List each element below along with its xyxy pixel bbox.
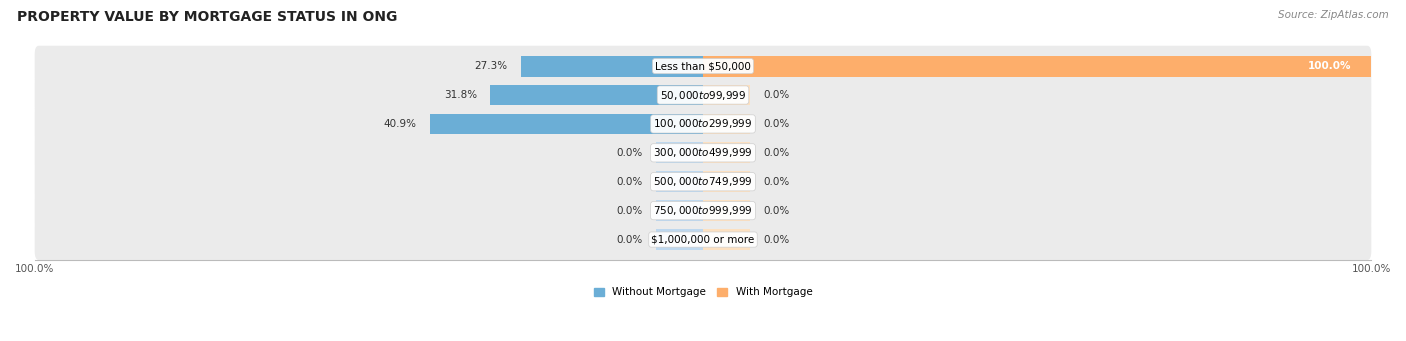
Bar (657, 171, 703, 192)
Text: 0.0%: 0.0% (617, 206, 643, 216)
FancyBboxPatch shape (35, 75, 1371, 115)
Text: 0.0%: 0.0% (617, 148, 643, 158)
Text: 27.3%: 27.3% (474, 61, 508, 71)
Text: $300,000 to $499,999: $300,000 to $499,999 (654, 146, 752, 159)
Text: 0.0%: 0.0% (763, 148, 789, 158)
Text: Less than $50,000: Less than $50,000 (655, 61, 751, 71)
Bar (520, 56, 703, 76)
Bar (703, 56, 1371, 76)
Bar (657, 143, 703, 163)
Text: 100.0%: 100.0% (1308, 61, 1351, 71)
Bar (703, 229, 749, 250)
Text: $1,000,000 or more: $1,000,000 or more (651, 235, 755, 244)
Bar (703, 143, 749, 163)
Text: 0.0%: 0.0% (763, 235, 789, 244)
FancyBboxPatch shape (35, 104, 1371, 144)
Text: 0.0%: 0.0% (763, 177, 789, 187)
Bar (491, 85, 703, 105)
Text: Source: ZipAtlas.com: Source: ZipAtlas.com (1278, 10, 1389, 20)
Text: $500,000 to $749,999: $500,000 to $749,999 (654, 175, 752, 188)
Text: 0.0%: 0.0% (763, 90, 789, 100)
FancyBboxPatch shape (35, 161, 1371, 202)
Text: 0.0%: 0.0% (617, 235, 643, 244)
FancyBboxPatch shape (35, 46, 1371, 87)
FancyBboxPatch shape (35, 219, 1371, 260)
Bar (703, 200, 749, 221)
Text: 0.0%: 0.0% (617, 177, 643, 187)
Bar (703, 85, 749, 105)
FancyBboxPatch shape (35, 132, 1371, 173)
Text: $50,000 to $99,999: $50,000 to $99,999 (659, 89, 747, 102)
Bar (703, 171, 749, 192)
Bar (657, 229, 703, 250)
Bar (657, 200, 703, 221)
FancyBboxPatch shape (35, 190, 1371, 231)
Text: 31.8%: 31.8% (444, 90, 477, 100)
Text: $750,000 to $999,999: $750,000 to $999,999 (654, 204, 752, 217)
Text: 0.0%: 0.0% (763, 119, 789, 129)
Text: 0.0%: 0.0% (763, 206, 789, 216)
Text: 40.9%: 40.9% (384, 119, 416, 129)
Bar (703, 114, 749, 134)
Bar (430, 114, 703, 134)
Text: $100,000 to $299,999: $100,000 to $299,999 (654, 117, 752, 130)
Text: PROPERTY VALUE BY MORTGAGE STATUS IN ONG: PROPERTY VALUE BY MORTGAGE STATUS IN ONG (17, 10, 398, 24)
Legend: Without Mortgage, With Mortgage: Without Mortgage, With Mortgage (589, 283, 817, 302)
